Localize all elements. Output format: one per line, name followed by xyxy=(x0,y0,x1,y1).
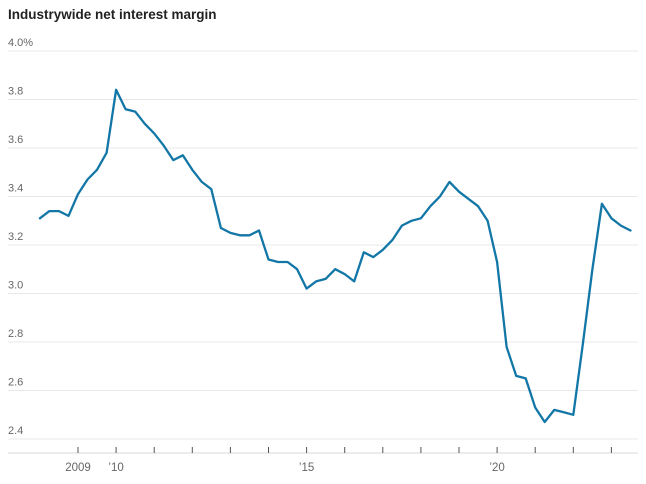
y-axis-label: 3.2 xyxy=(8,231,23,243)
y-axis-label: 3.0 xyxy=(8,280,23,292)
x-axis-label: ’10 xyxy=(108,462,123,474)
x-axis-label: 2009 xyxy=(65,462,91,474)
x-axis-label: ’20 xyxy=(489,462,504,474)
nim-line-chart: 4.0% 3.8 3.6 3.4 3.2 3.0 2.8 2.6 2.4 2009 ’10 ’15 ’2… xyxy=(8,37,638,474)
y-axis-label: 3.6 xyxy=(8,134,23,146)
y-axis-label: 2.4 xyxy=(8,425,23,437)
nim-line xyxy=(38,88,632,424)
y-axis-label: 3.8 xyxy=(8,86,23,98)
chart-title: Industrywide net interest margin xyxy=(8,7,217,22)
x-axis-label: ’15 xyxy=(299,462,314,474)
y-axis-label: 3.4 xyxy=(8,183,23,195)
y-axis-label: 4.0% xyxy=(8,37,33,49)
y-axis-label: 2.6 xyxy=(8,377,23,389)
y-axis-label: 2.8 xyxy=(8,328,23,340)
